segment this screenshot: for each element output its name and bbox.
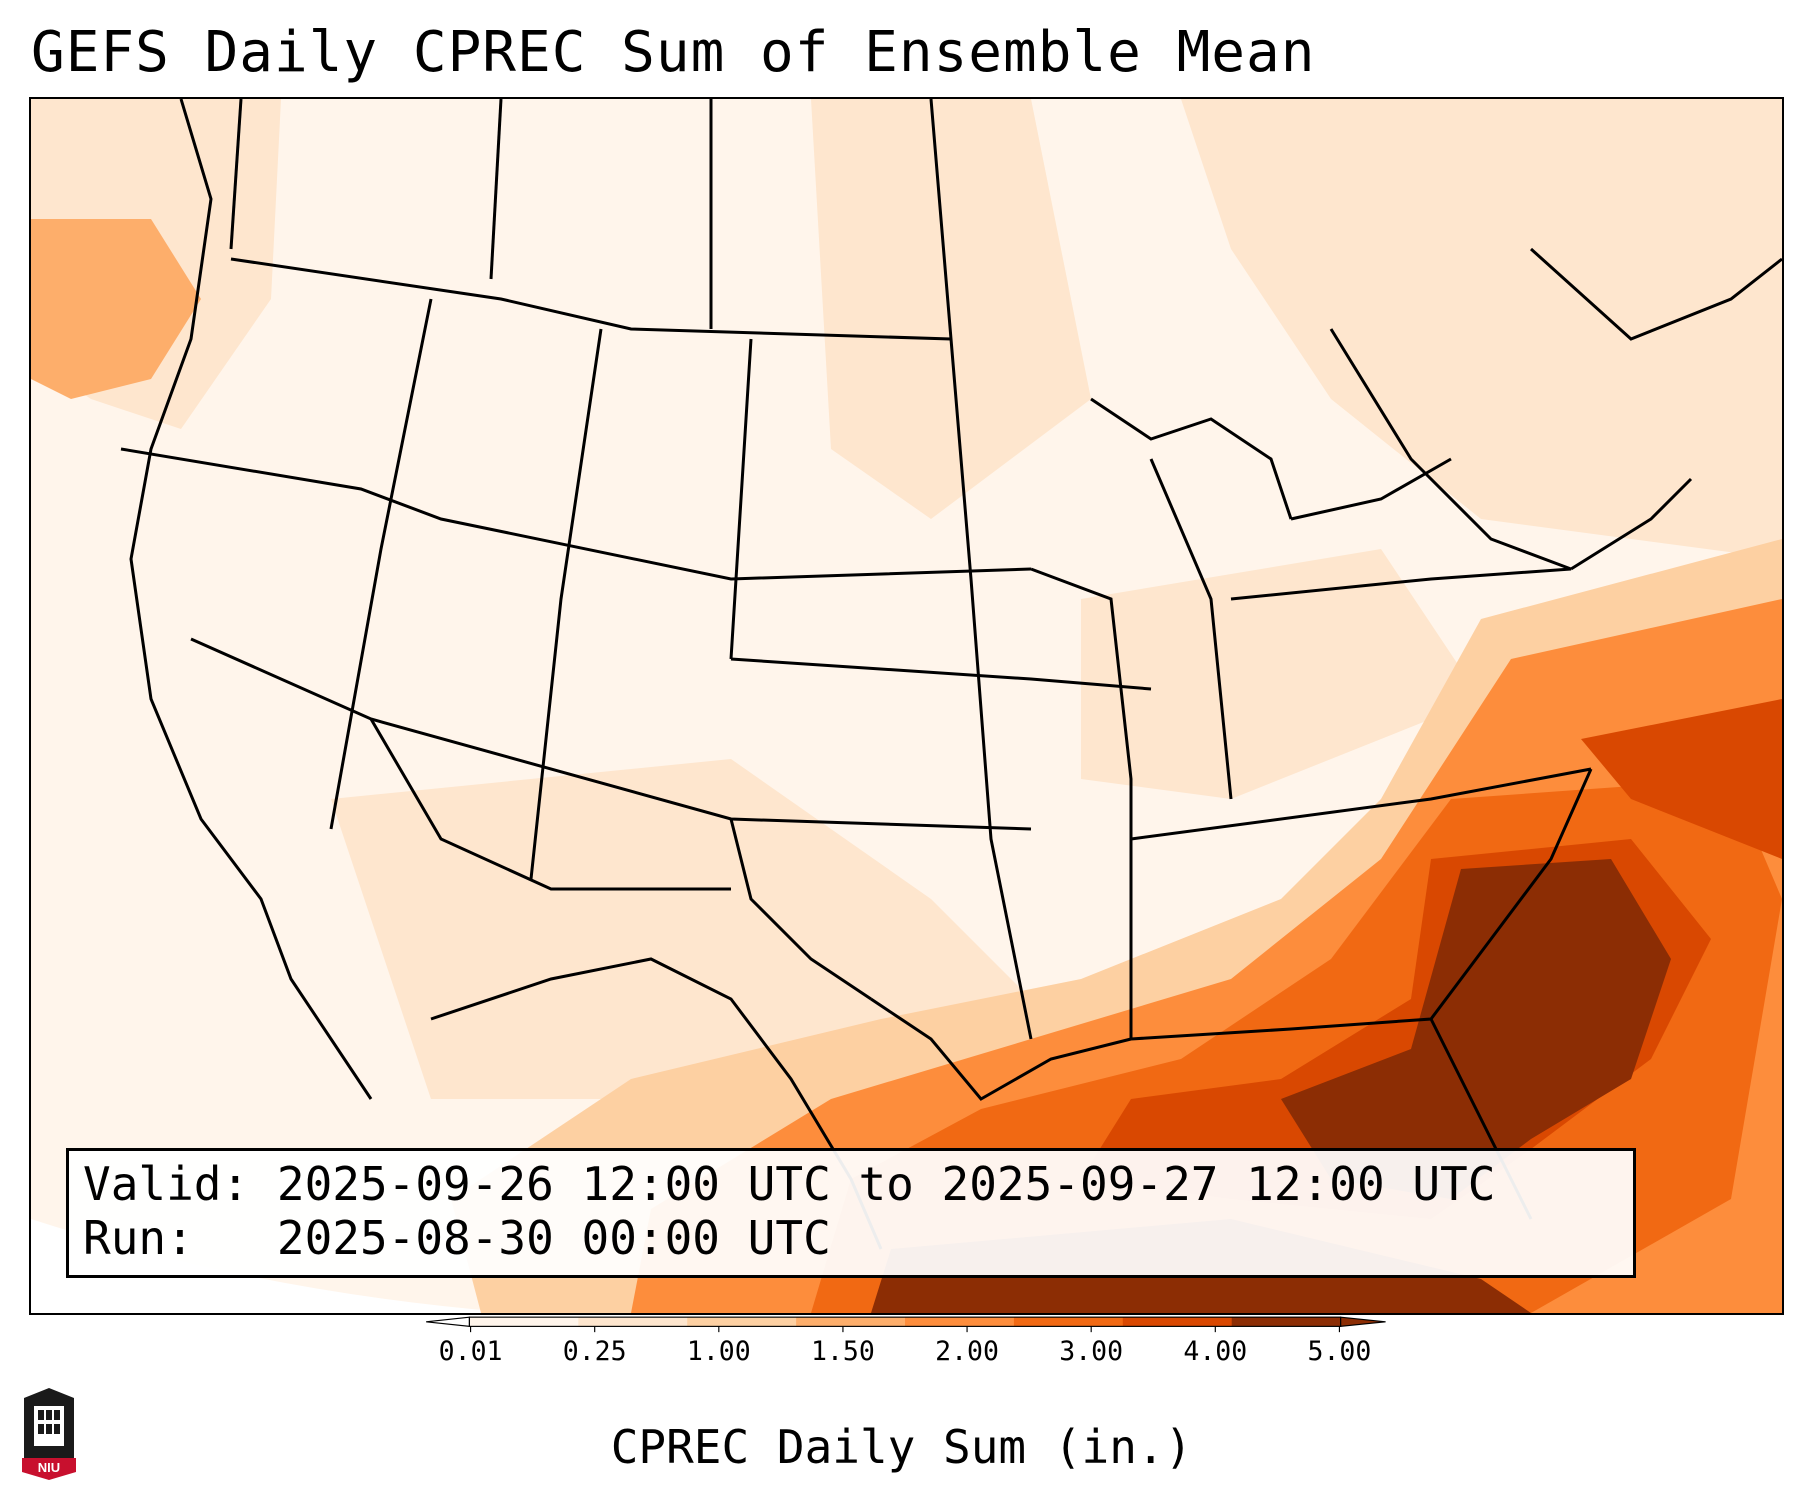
colorbar-title: CPREC Daily Sum (in.): [610, 1420, 1193, 1474]
niu-logo: NIU: [22, 1388, 76, 1480]
valid-label: Valid:: [83, 1157, 250, 1211]
colorbar-segment: [1231, 1317, 1341, 1327]
logo-banner: [22, 1458, 76, 1480]
colorbar-outline: [468, 1316, 1342, 1327]
colorbar-segment: [1013, 1317, 1124, 1327]
precip-field-coast-nw: [31, 219, 201, 399]
colorbar-tick-label: 0.01: [439, 1336, 503, 1367]
state-boundaries: [120, 99, 1782, 1250]
outside-domain: [31, 1219, 931, 1313]
colorbar-tick-label: 3.00: [1059, 1336, 1123, 1367]
colorbar-segment: [905, 1317, 1015, 1327]
logo-pane-6: [54, 1424, 60, 1434]
map-panel[interactable]: [29, 97, 1784, 1315]
colorbar-tick-label: 2.00: [935, 1336, 999, 1367]
valid-run-box: Valid: 2025-09-26 12:00 UTC to 2025-09-2…: [66, 1148, 1636, 1278]
precip-field-ohio-valley: [1081, 549, 1481, 799]
logo-pane-1: [38, 1410, 44, 1420]
colorbar-tick-label: 0.25: [563, 1336, 627, 1367]
run-label: Run:: [83, 1211, 194, 1265]
precip-map: [31, 99, 1782, 1313]
colorbar-tick-label: 1.00: [687, 1336, 751, 1367]
run-value: 2025-08-30 00:00 UTC: [276, 1211, 831, 1265]
colorbar-tick-label: 4.00: [1183, 1336, 1247, 1367]
logo-pane-2: [46, 1410, 52, 1420]
precip-field-max: [1281, 859, 1671, 1199]
colorbar-segment: [796, 1317, 906, 1327]
logo-pane-3: [54, 1410, 60, 1420]
colorbar-segment: [1122, 1317, 1232, 1327]
colorbar-tick-label: 5.00: [1307, 1336, 1371, 1367]
precip-field-atlantic: [1581, 699, 1782, 859]
precip-field-upper-midwest: [811, 99, 1091, 519]
colorbar-over-arrow: [1340, 1316, 1386, 1328]
chart-title: GEFS Daily CPREC Sum of Ensemble Mean: [31, 20, 1316, 85]
colorbar-under-arrow: [426, 1316, 470, 1328]
colorbar-segment: [687, 1317, 797, 1327]
colorbar: 0.01 0.25 1.00 1.50 2.00 3.00 4.00 5.00: [426, 1316, 1386, 1367]
valid-value: 2025-09-26 12:00 UTC to 2025-09-27 12:00…: [276, 1157, 1496, 1211]
logo-pane-5: [46, 1424, 52, 1434]
logo-pane-4: [38, 1424, 44, 1434]
colorbar-tick-label: 1.50: [811, 1336, 875, 1367]
colorbar-segment: [578, 1317, 688, 1327]
precip-field-northeast: [1181, 99, 1782, 559]
colorbar-segment: [469, 1317, 579, 1327]
precip-field-texas: [331, 759, 1031, 1099]
logo-text: NIU: [38, 1460, 60, 1475]
